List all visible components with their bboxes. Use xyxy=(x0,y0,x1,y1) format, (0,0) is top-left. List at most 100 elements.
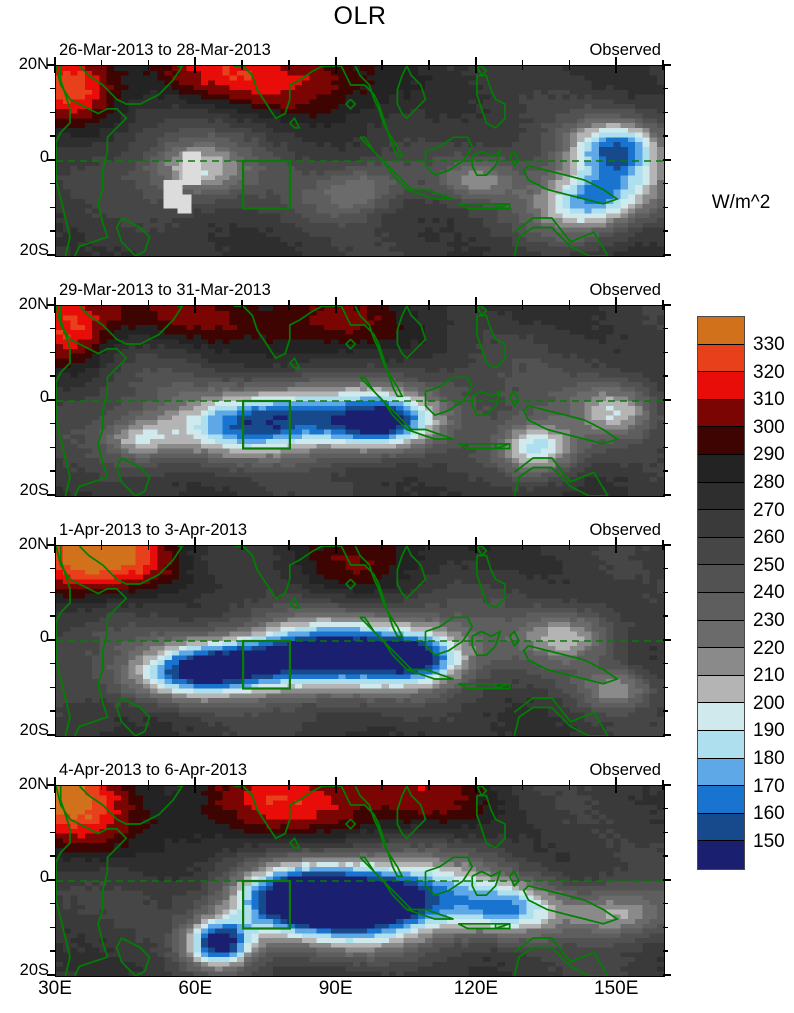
colorbar-swatch-17 xyxy=(698,786,744,814)
y-tick xyxy=(663,135,668,137)
y-tick xyxy=(50,446,55,449)
colorbar-swatch-8 xyxy=(698,537,744,566)
x-tick xyxy=(662,540,664,545)
y-axis-label-0: 0 xyxy=(39,628,49,646)
y-axis-label-0: 0 xyxy=(39,868,49,886)
y-tick xyxy=(663,974,671,976)
x-tick xyxy=(54,545,56,553)
x-tick xyxy=(475,305,477,313)
y-tick xyxy=(47,974,55,976)
y-tick xyxy=(50,206,55,209)
x-tick xyxy=(428,300,430,305)
x-tick xyxy=(475,65,477,73)
panel-title-1: 26-Mar-2013 to 28-Mar-2013 xyxy=(59,41,271,59)
x-tick xyxy=(287,545,290,550)
colorbar-tick-220: 220 xyxy=(753,637,785,659)
x-tick xyxy=(194,785,197,793)
y-tick xyxy=(50,135,55,137)
x-tick xyxy=(194,777,197,785)
colorbar-tick-330: 330 xyxy=(753,333,785,355)
x-tick xyxy=(662,545,664,550)
colorbar-swatch-7 xyxy=(698,510,744,538)
x-tick xyxy=(334,537,337,545)
x-tick xyxy=(287,65,290,70)
y-tick xyxy=(50,950,55,952)
x-tick xyxy=(100,545,103,550)
x-tick xyxy=(662,780,664,785)
x-tick xyxy=(521,785,524,790)
x-tick xyxy=(615,537,618,545)
y-tick xyxy=(663,902,668,905)
x-tick xyxy=(147,300,150,305)
colorbar-tick-230: 230 xyxy=(753,609,785,631)
colorbar-swatch-5 xyxy=(698,454,744,483)
colorbar-tick-270: 270 xyxy=(753,499,785,521)
x-tick xyxy=(521,540,524,545)
x-tick xyxy=(54,65,56,73)
y-tick xyxy=(663,639,671,641)
y-tick xyxy=(663,230,668,232)
x-tick xyxy=(381,60,384,65)
x-tick xyxy=(334,57,337,65)
x-tick xyxy=(615,57,618,65)
y-tick xyxy=(663,734,671,736)
panel-title-4: 4-Apr-2013 to 6-Apr-2013 xyxy=(59,761,248,779)
y-tick xyxy=(47,879,55,881)
y-axis-label-20s: 20S xyxy=(19,481,49,499)
x-tick xyxy=(334,65,337,73)
x-tick xyxy=(521,65,524,70)
x-tick xyxy=(241,785,243,790)
x-tick xyxy=(100,60,103,65)
y-tick xyxy=(663,206,668,209)
panel-source-label-1: Observed xyxy=(589,41,661,59)
colorbar-tick-280: 280 xyxy=(753,471,785,493)
x-tick xyxy=(428,545,430,550)
x-tick xyxy=(615,65,618,73)
colorbar-swatch-1 xyxy=(698,344,744,373)
y-tick xyxy=(47,494,55,496)
x-tick xyxy=(662,785,664,790)
x-tick xyxy=(615,297,618,305)
x-tick xyxy=(521,300,524,305)
x-tick xyxy=(381,305,384,310)
x-tick xyxy=(147,540,150,545)
y-tick xyxy=(663,686,668,689)
colorbar-swatch-10 xyxy=(698,592,744,621)
x-tick xyxy=(147,65,150,70)
x-tick xyxy=(381,785,384,790)
panel-title-3: 1-Apr-2013 to 3-Apr-2013 xyxy=(59,521,248,539)
x-tick xyxy=(194,65,197,73)
y-tick xyxy=(663,327,668,330)
y-tick xyxy=(663,64,671,66)
colorbar-swatch-14 xyxy=(698,703,744,731)
x-tick xyxy=(334,777,337,785)
x-tick xyxy=(521,60,524,65)
y-tick xyxy=(50,327,55,330)
x-tick xyxy=(241,65,243,70)
x-tick xyxy=(662,305,664,310)
colorbar-tick-160: 160 xyxy=(753,803,785,825)
colorbar-swatches xyxy=(697,316,745,870)
x-tick xyxy=(241,545,243,550)
x-tick xyxy=(381,65,384,70)
x-tick xyxy=(568,65,571,70)
x-axis-label-90e: 90E xyxy=(318,978,353,999)
panel-source-label-3: Observed xyxy=(589,521,661,539)
map-plot-area-4 xyxy=(55,785,665,977)
x-tick xyxy=(568,780,571,785)
y-tick xyxy=(50,87,55,90)
colorbar-swatch-11 xyxy=(698,620,744,649)
y-tick xyxy=(50,855,55,857)
x-tick xyxy=(287,785,290,790)
colorbar-swatch-9 xyxy=(698,565,744,593)
colorbar-swatch-0 xyxy=(698,317,744,345)
x-tick xyxy=(428,785,430,790)
y-tick xyxy=(50,902,55,905)
x-tick xyxy=(194,545,197,553)
y-tick xyxy=(663,254,671,256)
panel-source-label-2: Observed xyxy=(589,281,661,299)
y-axis-label-20n: 20N xyxy=(18,775,49,793)
x-tick xyxy=(147,780,150,785)
colorbar-tick-290: 290 xyxy=(753,444,785,466)
x-tick xyxy=(54,777,56,785)
